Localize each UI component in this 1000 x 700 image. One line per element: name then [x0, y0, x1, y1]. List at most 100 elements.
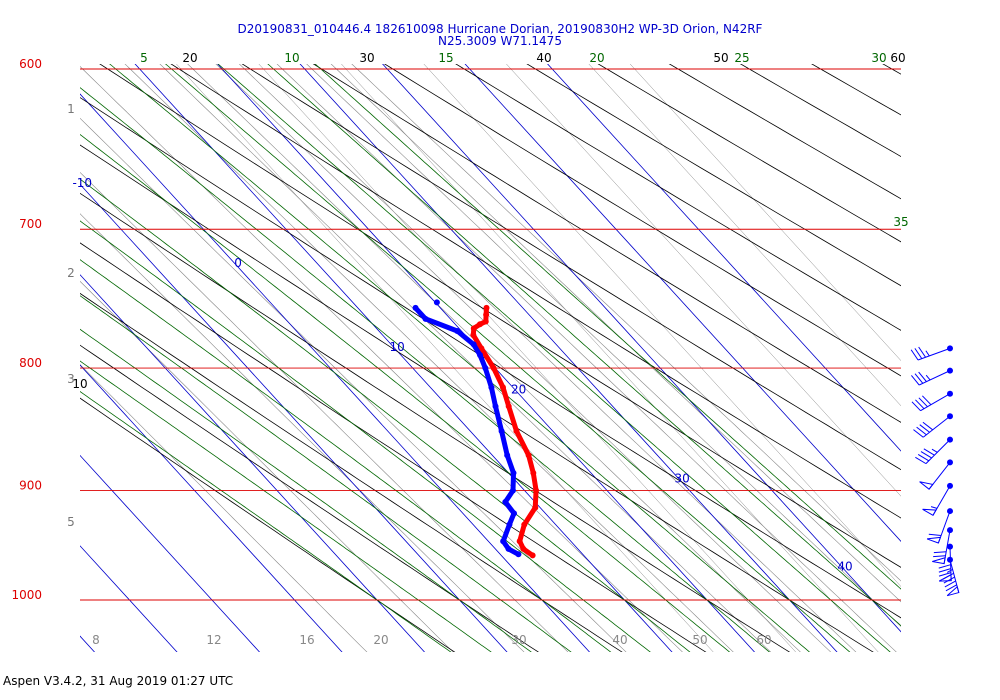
- dry-adiabat-line: [80, 192, 791, 652]
- mixing-ratio-line: [80, 171, 569, 652]
- dry-adiabat-line: [668, 64, 901, 200]
- mixing-ratio-line: [80, 280, 454, 652]
- profile-point: [476, 351, 483, 358]
- moist-adiabat-label: 15: [438, 51, 453, 65]
- wind-barb-full: [921, 395, 932, 406]
- dry-adiabat-label: 30: [359, 51, 374, 65]
- isotherm-label: -10: [72, 176, 92, 190]
- dry-adiabat-label: 40: [536, 51, 551, 65]
- wind-barb: [911, 390, 953, 412]
- profile-point: [504, 452, 511, 459]
- mixing-ratio-line: [80, 117, 627, 652]
- wind-barb-full: [933, 551, 947, 554]
- wind-barb-flag: [946, 585, 960, 597]
- moist-adiabat-label: 25: [734, 51, 749, 65]
- dry-adiabat-label: 20: [182, 51, 197, 65]
- mixing-ratio-line: [124, 64, 734, 652]
- dry-adiabat-line: [526, 64, 901, 287]
- dry-adiabat-label: 50: [713, 51, 728, 65]
- mixing-ratio-line: [351, 64, 901, 582]
- dry-adiabat-line: [739, 64, 901, 158]
- pressure-label: 900: [19, 478, 42, 492]
- wind-barb-full: [923, 448, 935, 456]
- wind-barb-full: [915, 399, 925, 410]
- wind-barb-full: [913, 429, 924, 438]
- profile-point: [483, 311, 490, 318]
- wind-barb-flag: [919, 481, 934, 490]
- pressure-label: 600: [19, 57, 42, 71]
- wind-barbs: [910, 345, 960, 597]
- profile-point: [454, 328, 461, 335]
- height-label: 2: [67, 266, 75, 280]
- wind-barb: [919, 459, 953, 490]
- moist-adiabat-line: [80, 87, 770, 652]
- moist-adiabat-label: 30: [871, 51, 886, 65]
- wind-barb-full: [918, 397, 928, 408]
- wind-barb-full: [944, 580, 956, 588]
- wind-barb: [926, 508, 953, 544]
- mixing-ratio-line: [80, 364, 368, 652]
- profile-point: [521, 521, 528, 528]
- guide-line: [423, 64, 901, 587]
- moist-adiabat-line: [314, 64, 901, 590]
- profile-point: [515, 551, 522, 558]
- mixing-ratio-label: 16: [299, 633, 314, 647]
- moist-adiabat-line: [80, 360, 492, 652]
- wind-barb-full: [920, 451, 932, 459]
- moist-adiabat-line: [80, 133, 731, 652]
- wind-barb-full: [918, 346, 926, 358]
- wind-barb-full: [918, 371, 927, 382]
- moist-adiabat-line: [80, 220, 651, 652]
- wind-barb-half: [931, 448, 938, 453]
- guide-line: [588, 64, 901, 407]
- isotherm-line: [80, 183, 508, 652]
- wind-barb-half: [925, 374, 931, 381]
- profile-point: [470, 341, 477, 348]
- dry-adiabat-line: [976, 0, 1000, 699]
- isobar-lines: [80, 68, 901, 601]
- guide-line: [176, 64, 714, 652]
- wind-barb-full: [915, 456, 927, 465]
- moist-adiabat-label: 5: [140, 51, 148, 65]
- wind-barb: [910, 345, 953, 361]
- isotherm-line: [80, 364, 343, 652]
- mixing-ratio-line: [159, 64, 772, 652]
- profile-point: [488, 384, 495, 391]
- wind-barb-half: [946, 568, 953, 573]
- wind-barb-full: [910, 349, 919, 361]
- mixing-ratio-label: 30: [511, 633, 526, 647]
- dry-adiabat-line: [80, 144, 874, 652]
- isotherm-label: 0: [234, 256, 242, 270]
- wind-barb-full: [938, 564, 951, 569]
- dry-adiabat-line: [241, 64, 901, 471]
- dry-adiabat-line: [312, 64, 901, 423]
- isotherm-label: 10: [390, 340, 405, 354]
- guide-line: [547, 64, 901, 452]
- isotherm-label: 20: [511, 383, 526, 397]
- sounding-profiles: [412, 299, 540, 559]
- wind-barb-flag: [926, 536, 942, 544]
- wind-barb: [913, 413, 953, 438]
- profile-point: [532, 504, 539, 511]
- wind-barb-staff: [922, 415, 951, 438]
- profile-point: [500, 538, 507, 545]
- dry-adiabat-line: [80, 242, 707, 652]
- dry-adiabat-line: [455, 64, 901, 331]
- wind-barb-staff: [925, 439, 951, 464]
- profile-point: [470, 325, 477, 332]
- wind-barb-staff: [918, 370, 951, 386]
- isotherm-line: [547, 64, 901, 452]
- wind-barb-half: [925, 350, 930, 357]
- wind-barb-full: [938, 572, 952, 577]
- profile-point: [482, 318, 489, 325]
- isotherm-line: [80, 274, 426, 652]
- profile-point: [505, 403, 512, 410]
- wind-barb: [922, 482, 953, 516]
- profile-point: [476, 321, 483, 328]
- moist-adiabat-line: [217, 64, 891, 652]
- profile-point: [529, 552, 536, 559]
- isotherm-line: [299, 64, 838, 652]
